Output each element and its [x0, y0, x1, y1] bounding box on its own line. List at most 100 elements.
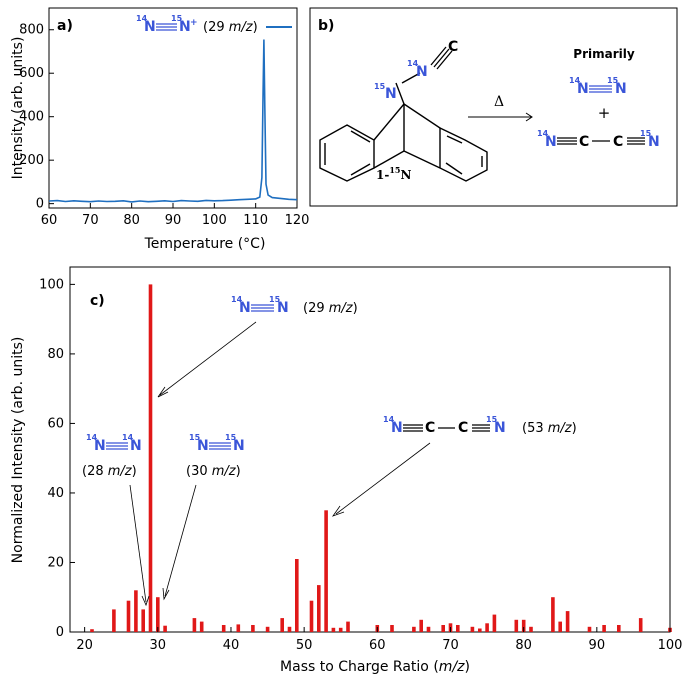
panel-a-ylabel: Intensity (arb. units) [10, 37, 26, 180]
a-ytick-label-1: 200 [19, 153, 44, 168]
c-xtick-label-2: 40 [223, 638, 240, 653]
bar-mz-29 [148, 284, 153, 632]
c-ytick-label-5: 100 [39, 277, 64, 292]
bar-mz-28 [141, 609, 145, 632]
ann28-iso-1: 14 [86, 433, 98, 442]
bar-mz-48 [287, 626, 292, 632]
p2-atom-c2: C [613, 134, 623, 150]
a-xtick-label-3: 90 [165, 213, 182, 228]
p2-atom-n2: N [648, 134, 660, 150]
bar-mz-31 [163, 625, 167, 632]
ann28-iso-2: 14 [122, 433, 134, 442]
panel-b-scheme: b) 14 N C 15 N 1-15N [309, 7, 678, 207]
p2-iso-1: 14 [537, 129, 549, 138]
heat-symbol: Δ [494, 94, 504, 110]
bar-mz-39 [221, 625, 226, 632]
mol-bridge-iso: 15 [374, 82, 386, 91]
legend-charge: + [190, 18, 198, 28]
ann30-mz: (30 m/z) [186, 464, 241, 479]
legend-iso-1: 14 [136, 14, 148, 23]
reaction-arrow [468, 112, 533, 122]
c-ytick-label-1: 20 [47, 555, 64, 570]
bar-mz-53 [324, 510, 328, 632]
c-xtick-label-7: 90 [589, 638, 606, 653]
c-xtick-label-0: 20 [76, 638, 93, 653]
ann53-iso-2: 15 [486, 415, 498, 424]
bar-mz-43 [251, 625, 255, 632]
panel-b-frame [309, 7, 678, 207]
bar-mz-67 [426, 626, 431, 632]
a-xtick-label-1: 70 [82, 213, 99, 228]
mol-c-cyano: C [448, 39, 458, 55]
bar-mz-62 [390, 625, 394, 632]
ann28-atom-2: N [130, 438, 142, 454]
a-xtick-label-5: 110 [243, 213, 268, 228]
ann53-iso-1: 14 [383, 415, 395, 424]
bar-mz-52 [317, 585, 321, 632]
c-xtick-label-1: 30 [150, 638, 167, 653]
panel-a-ticks: 60 70 80 90 100 110 120 0 200 400 600 800 [19, 23, 309, 228]
ann30-atom-1: N [197, 438, 209, 454]
mol-bridge-n: N [385, 86, 397, 102]
bar-mz-96 [638, 618, 643, 632]
annotation-30: 15 N 15 N (30 m/z) [162, 433, 245, 601]
a-xtick-label-4: 100 [202, 213, 227, 228]
cyano-triple-bond [430, 46, 453, 70]
bar-mz-41 [236, 624, 241, 632]
bar-mz-45 [265, 626, 270, 632]
p1-atom-2: N [615, 81, 627, 97]
bar-mz-35 [192, 618, 197, 632]
legend-atom-2: N [179, 19, 191, 35]
a-ytick-label-2: 400 [19, 110, 44, 125]
ann29-iso-1: 14 [231, 295, 243, 304]
legend-mz: (29 m/z) [203, 20, 258, 35]
c-ytick-label-0: 0 [56, 625, 64, 640]
p2-iso-2: 15 [640, 129, 652, 138]
bar-mz-36 [199, 621, 204, 632]
bar-mz-75 [485, 623, 489, 632]
bar-mz-49 [295, 559, 299, 632]
panel-c-xlabel: Mass to Charge Ratio (m/z) [280, 659, 470, 675]
p1-iso-2: 15 [607, 76, 619, 85]
ann30-iso-1: 15 [189, 433, 201, 442]
bar-mz-89 [587, 626, 592, 632]
bar-mz-80 [521, 619, 526, 632]
p1-atom-1: N [577, 81, 589, 97]
panel-c-chart: 20 30 40 50 60 70 80 90 100 0 20 40 60 80 100 c) Mass … [10, 266, 682, 675]
panel-c-label: c) [90, 293, 105, 309]
bar-mz-85 [558, 621, 562, 632]
a-ytick-label-4: 800 [19, 23, 44, 38]
ann53-atom-c1: C [425, 420, 435, 436]
panel-c-frame [69, 266, 671, 633]
bar-mz-74 [478, 628, 482, 632]
ann29-iso-2: 15 [269, 295, 281, 304]
p2-atom-c1: C [579, 134, 589, 150]
legend-atom-1: N [144, 19, 156, 35]
panel-c-ticks: 20 30 40 50 60 70 80 90 100 0 20 40 60 80 100 [39, 277, 682, 653]
ann53-mz: (53 m/z) [522, 421, 577, 436]
ann53-atom-c2: C [458, 420, 468, 436]
bar-mz-76 [492, 614, 497, 632]
panel-a-frame [48, 7, 298, 209]
bar-mz-51 [309, 600, 314, 632]
c-ytick-label-3: 60 [47, 416, 64, 431]
bar-mz-54 [331, 627, 336, 632]
compound-label: 1-15N [376, 165, 411, 182]
annotation-28: 14 N 14 N (28 m/z) [82, 433, 150, 607]
c-xtick-label-6: 80 [515, 638, 532, 653]
ann29-atom-1: N [239, 300, 251, 316]
bar-mz-81 [529, 626, 533, 632]
molecule-structure [319, 72, 488, 182]
panel-a-series-line [48, 39, 298, 203]
plus-sign: + [598, 104, 611, 122]
ann53-atom-n1: N [391, 420, 403, 436]
bar-mz-73 [470, 626, 475, 632]
panel-a-legend: 14 N 15 N + (29 m/z) [136, 14, 292, 35]
c-xtick-label-8: 100 [658, 638, 683, 653]
c-xtick-label-4: 60 [369, 638, 386, 653]
bar-mz-55 [338, 627, 343, 632]
panel-b-label: b) [318, 18, 334, 34]
primarily-label: Primarily [573, 47, 635, 61]
bar-mz-93 [617, 625, 621, 632]
